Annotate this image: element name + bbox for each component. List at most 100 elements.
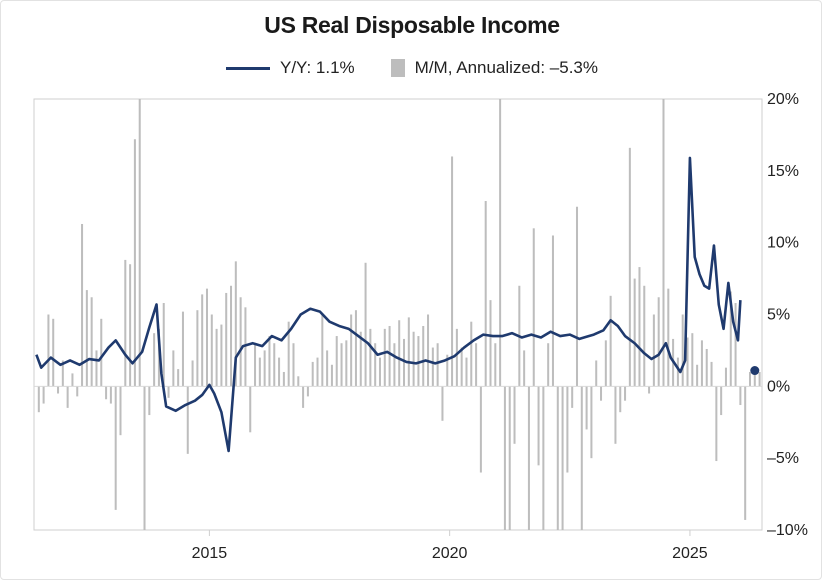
mm-bar [700, 340, 703, 387]
mm-bar [633, 278, 636, 387]
mm-bar [614, 386, 617, 444]
y-tick-label: 15% [767, 163, 799, 180]
mm-bar [619, 386, 622, 413]
mm-bar [196, 310, 199, 387]
mm-bar [340, 343, 343, 387]
mm-bar [292, 343, 295, 387]
mm-bar [306, 386, 309, 397]
mm-bar [417, 336, 420, 387]
mm-bar [311, 361, 314, 387]
mm-bar [37, 386, 40, 413]
mm-bar [724, 367, 727, 387]
mm-bar [441, 386, 444, 421]
mm-bar [268, 336, 271, 387]
chart-legend: Y/Y: 1.1% M/M, Annualized: –5.3% [0, 58, 824, 78]
mm-bar [628, 147, 631, 387]
mm-bar [100, 318, 103, 387]
mm-bar [460, 347, 463, 387]
mm-bar [234, 261, 237, 387]
mm-bar [354, 310, 357, 387]
mm-bar [470, 321, 473, 387]
mm-bar [95, 350, 98, 387]
mm-bar [748, 371, 751, 387]
mm-bar [321, 314, 324, 387]
mm-bar [624, 386, 627, 401]
mm-bar [667, 288, 670, 387]
mm-bar [499, 99, 502, 387]
yy-current-marker [750, 366, 760, 376]
mm-bar [302, 386, 305, 408]
mm-bar [431, 347, 434, 387]
mm-bar [681, 314, 684, 387]
mm-bar [335, 336, 338, 387]
y-tick-label: 10% [767, 235, 799, 252]
mm-bar [287, 321, 290, 387]
mm-bar [652, 314, 655, 387]
mm-bar [61, 360, 64, 387]
y-tick-label: –5% [767, 450, 799, 467]
mm-bar [551, 235, 554, 387]
mm-bar [388, 325, 391, 387]
mm-bar [739, 386, 742, 406]
mm-bar [398, 320, 401, 387]
mm-bar [676, 357, 679, 387]
mm-bar [105, 386, 108, 400]
mm-bar [556, 386, 559, 530]
mm-bar [254, 343, 257, 387]
mm-bar [523, 350, 526, 387]
mm-bar [744, 386, 747, 520]
mm-bar [282, 371, 285, 387]
mm-bar [696, 364, 699, 387]
mm-bar [479, 386, 482, 473]
x-tick-label: 2025 [672, 545, 708, 562]
mm-bar [345, 340, 348, 387]
mm-bar [109, 386, 112, 404]
mm-bar [374, 343, 377, 387]
mm-bar [369, 328, 372, 387]
mm-bar [119, 386, 122, 436]
mm-bar [508, 386, 511, 530]
mm-bar [595, 360, 598, 387]
mm-bar [201, 294, 204, 387]
mm-bar [705, 348, 708, 387]
mm-bar [585, 386, 588, 430]
mm-bar [114, 386, 117, 510]
mm-bar [532, 228, 535, 387]
mm-bar [90, 297, 93, 387]
mm-bar [239, 297, 242, 387]
x-tick-label: 2020 [432, 545, 468, 562]
mm-bar [715, 386, 718, 462]
mm-bar [330, 364, 333, 387]
mm-bar [638, 267, 641, 387]
mm-bar [172, 350, 175, 387]
legend-item-yy: Y/Y: 1.1% [226, 58, 355, 78]
mm-bar [403, 338, 406, 387]
mm-bar [446, 354, 449, 387]
mm-bar [427, 314, 430, 387]
mm-bar [753, 369, 756, 387]
mm-bar [604, 340, 607, 387]
mm-bar [138, 99, 141, 387]
mm-bar [489, 300, 492, 387]
mm-bar [412, 331, 415, 387]
mm-bar [758, 371, 761, 387]
mm-bar [436, 343, 439, 387]
mm-bar [542, 386, 545, 530]
mm-bar [191, 360, 194, 387]
mm-bar [153, 333, 156, 387]
mm-bar [734, 303, 737, 387]
mm-bar [326, 350, 329, 387]
mm-bar [600, 386, 603, 401]
mm-bar [162, 303, 165, 387]
mm-bar [297, 376, 300, 387]
mm-bar [81, 223, 84, 387]
mm-bar [205, 288, 208, 387]
mm-bar [720, 386, 723, 416]
mm-bar [167, 386, 170, 398]
mm-bar [215, 328, 218, 387]
legend-label-mm: M/M, Annualized: –5.3% [414, 58, 598, 77]
mm-bar [566, 386, 569, 473]
legend-line-swatch [226, 66, 270, 70]
mm-bar [316, 357, 319, 387]
